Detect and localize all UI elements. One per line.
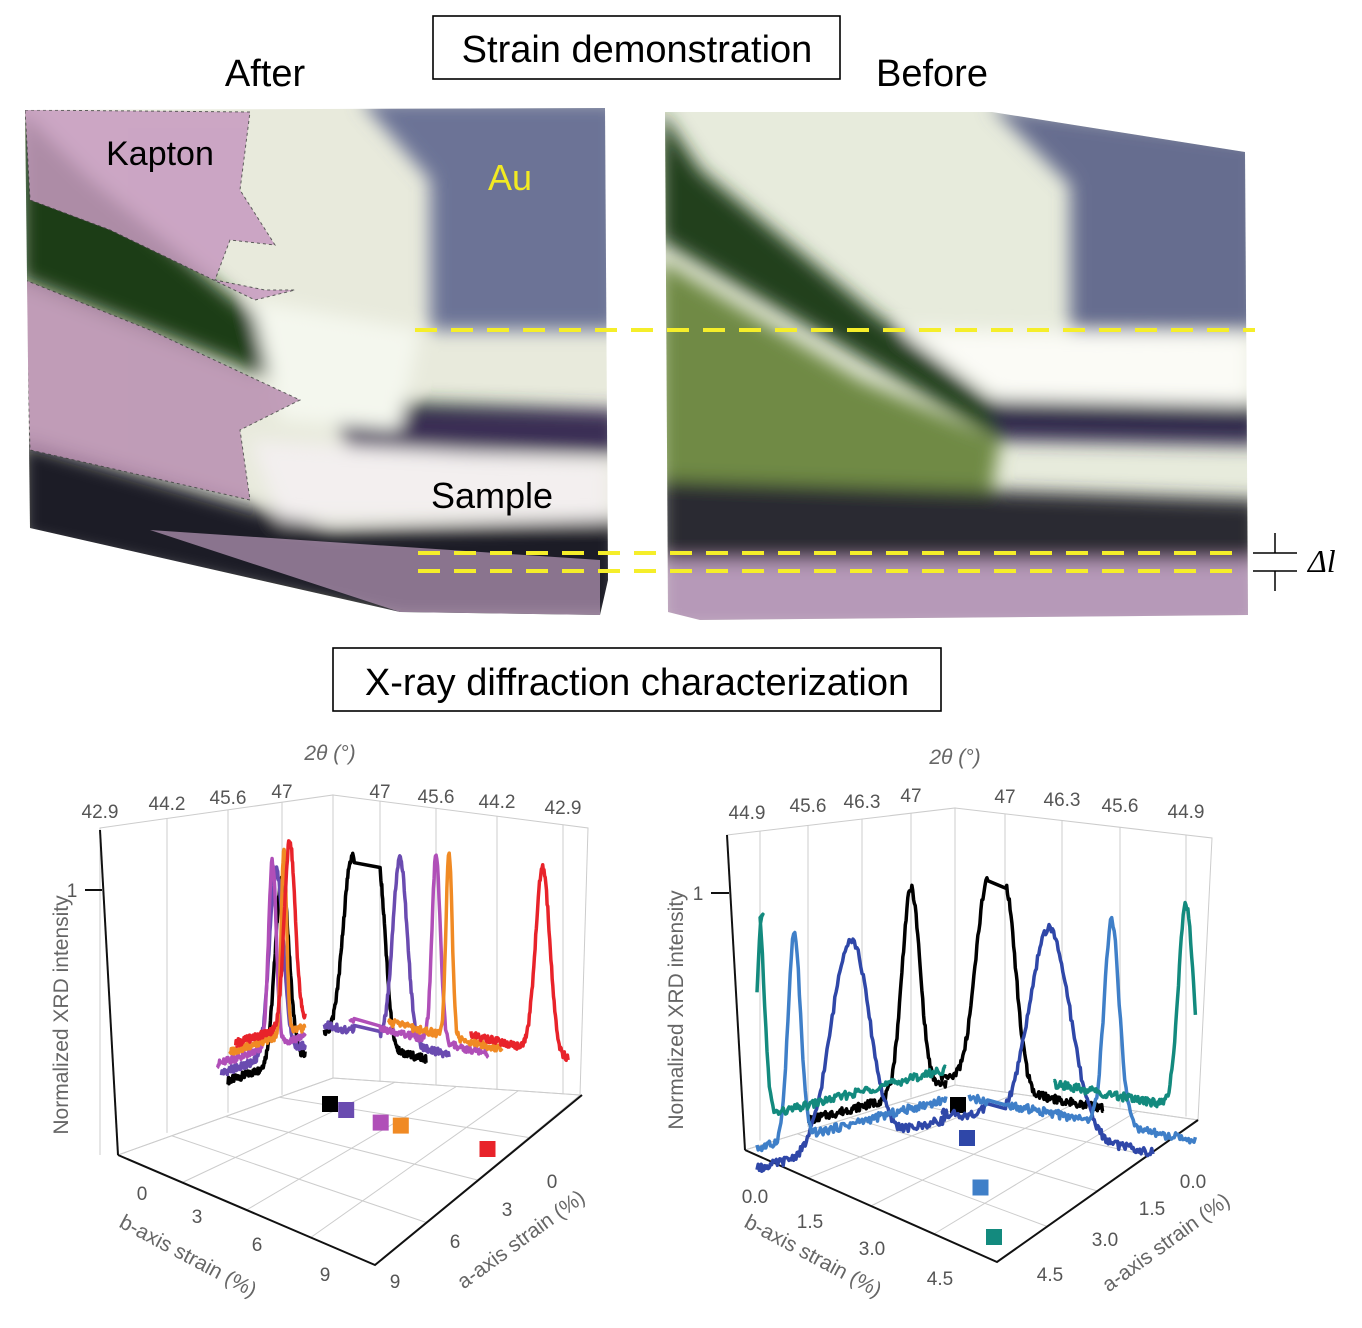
a-axis-tick-label: 0: [547, 1172, 558, 1193]
xrd-chart-biaxial: 2θ (°) 44.9 45.6 46.3 47 47 46.3 45.6 44.9 Normal…: [665, 746, 1234, 1302]
floor-gridline: [310, 1090, 519, 1238]
floor-gridline: [279, 1096, 529, 1138]
before-label: Before: [876, 53, 988, 95]
delta-l-label: Δl: [1306, 543, 1336, 579]
a-wall-plane: [954, 807, 1213, 1121]
z-axis-label: Normalized XRD intensity: [665, 890, 688, 1130]
xrd-curve-a-wall-series-3: [386, 851, 504, 1053]
xrd-curve-a-wall-series-1: [940, 922, 1155, 1158]
strain-point-marker-series-4: [479, 1141, 496, 1157]
b-wall-tick-label: 44.9: [729, 803, 766, 824]
b-axis-tick-label: 0.0: [742, 1187, 768, 1208]
xrd-curve-b-wall-series-1: [755, 937, 947, 1173]
b-axis-tick-label: 9: [320, 1265, 331, 1286]
b-wall-tick-label: 42.9: [82, 802, 119, 823]
a-axis-tick-label: 9: [390, 1272, 401, 1293]
floor-front-edges: [744, 1119, 1199, 1264]
strain-point-marker-series-3: [392, 1117, 409, 1134]
a-wall-tick-label: 44.2: [479, 792, 516, 813]
after-photo: [25, 108, 608, 615]
z-tick-label: 1: [693, 884, 704, 905]
b-wall-tick-label: 45.6: [210, 788, 247, 809]
strain-point-marker-series-2: [972, 1179, 989, 1196]
b-axis-tick-label: 3: [192, 1207, 203, 1228]
strain-point-marker-series-3: [986, 1229, 1002, 1245]
kapton-label: Kapton: [106, 135, 214, 173]
a-wall-tick-label: 44.9: [1168, 802, 1205, 823]
xrd-curve-a-wall-series-2: [348, 853, 490, 1059]
xrd-curve-b-wall-series-3: [228, 847, 307, 1056]
xrd-curve-b-wall-series-2: [215, 856, 307, 1070]
a-axis-label: a-axis strain (%): [1098, 1189, 1234, 1297]
a-axis-tick-label: 0.0: [1180, 1172, 1206, 1193]
floor-front-edges: [117, 1094, 583, 1267]
b-wall-tick-label: 47: [271, 782, 292, 803]
a-axis-tick-label: 6: [450, 1232, 461, 1253]
a-wall-tick-label: 47: [369, 782, 390, 803]
b-axis-tick-label: 0: [137, 1184, 148, 1205]
a-wall-tick-label: 46.3: [1044, 790, 1081, 811]
strain-point-marker-series-1: [959, 1130, 975, 1146]
b-wall-tick-label: 44.2: [149, 794, 186, 815]
xrd-curve-a-wall-series-3: [1052, 900, 1198, 1109]
z-axis-line: [99, 829, 119, 1156]
a-axis-tick-label: 1.5: [1139, 1199, 1165, 1220]
z-tick-label: 1: [67, 881, 78, 902]
xrd-curve-b-wall-series-3: [755, 912, 947, 1116]
xrd-curve-a-wall-series-4: [469, 862, 570, 1063]
b-axis-tick-label: 6: [252, 1235, 263, 1256]
sample-label: Sample: [431, 475, 553, 516]
xrd-curve-b-wall-series-0: [807, 883, 948, 1126]
a-axis-tick-label: 3.0: [1092, 1230, 1118, 1251]
a-axis-tick-label: 4.5: [1037, 1265, 1063, 1286]
strain-point-marker-series-2: [372, 1114, 389, 1131]
xrd-curve-a-wall-series-1: [322, 854, 451, 1059]
after-label: After: [225, 53, 306, 95]
a-wall-tick-label: 45.6: [1102, 796, 1139, 817]
xrd-chart-uniaxial: 2θ (°) 42.9 44.2 45.6 47 47 45.6 44.2 42.9 Normal…: [50, 742, 589, 1302]
a-axis-label: a-axis strain (%): [453, 1186, 589, 1294]
strain-title-box: [432, 15, 841, 80]
b-axis-tick-label: 4.5: [927, 1269, 953, 1290]
xrd-title-box: [332, 647, 942, 712]
xrd-title: X-ray diffraction characterization: [365, 662, 909, 704]
a-wall-tick-label: 42.9: [545, 798, 582, 819]
a-wall-plane: [332, 794, 589, 1096]
b-axis-tick-label: 3.0: [859, 1239, 885, 1260]
z-axis-line: [726, 834, 746, 1151]
before-photo: [665, 112, 1248, 620]
b-wall-tick-label: 47: [900, 786, 921, 807]
xrd-curve-a-wall-series-0: [322, 851, 428, 1064]
xrd-curve-b-wall-series-4: [233, 839, 307, 1048]
a-axis-tick-label: 3: [502, 1200, 513, 1221]
strain-demonstration-title: Strain demonstration: [462, 29, 813, 71]
b-axis-tick-label: 1.5: [797, 1212, 823, 1233]
strain-point-marker-series-1: [338, 1102, 355, 1118]
xrd-curve-b-wall-series-0: [226, 875, 307, 1086]
two-theta-axis-label: 2θ (°): [928, 746, 980, 769]
xrd-curve-a-wall-series-2: [967, 915, 1198, 1145]
floor-gridline: [246, 1086, 457, 1211]
xrd-curve-a-wall-series-0: [939, 876, 1105, 1114]
strain-point-marker-series-0: [322, 1096, 338, 1112]
a-wall-tick-label: 45.6: [418, 787, 455, 808]
b-wall-tick-label: 45.6: [790, 796, 827, 817]
floor-gridline: [933, 1110, 1138, 1235]
au-label: Au: [488, 157, 532, 198]
xrd-curve-b-wall-series-2: [755, 930, 948, 1153]
b-axis-label: b-axis strain (%): [116, 1210, 261, 1302]
a-wall-tick-label: 47: [994, 787, 1015, 808]
z-axis-label: Normalized XRD intensity: [50, 895, 73, 1135]
kapton-overlay: [25, 109, 296, 301]
b-wall-tick-label: 46.3: [844, 792, 881, 813]
two-theta-axis-label: 2θ (°): [303, 742, 355, 765]
floor-gridline: [870, 1102, 1077, 1207]
delta-l-marker-icon: [1253, 533, 1297, 591]
